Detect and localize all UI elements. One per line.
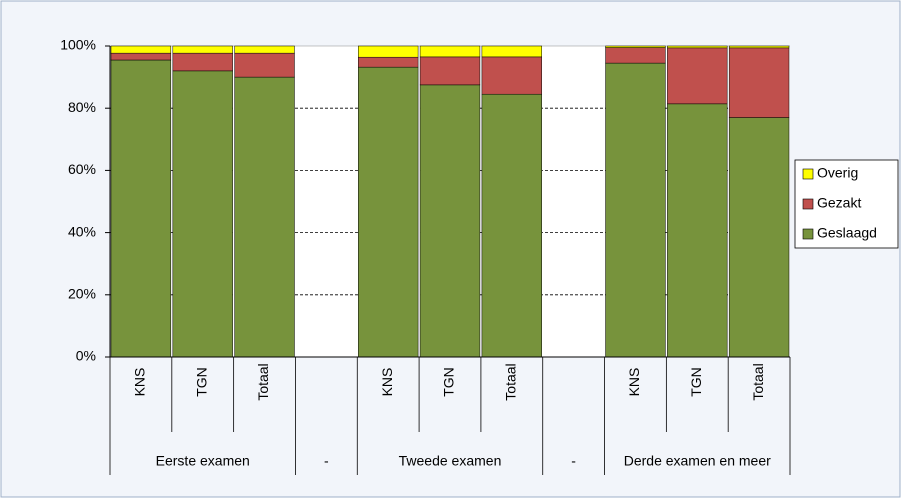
axes: 0% 20% 40% 60% 80% 100% KNS TGN Totaal KNS TGN Tota… bbox=[60, 37, 791, 475]
bar-segment bbox=[481, 45, 542, 58]
y-tick-label: 0% bbox=[76, 348, 96, 364]
y-tick-label: 40% bbox=[68, 223, 96, 239]
bars bbox=[110, 45, 790, 358]
bar-segment bbox=[667, 45, 728, 49]
bar-segment bbox=[172, 70, 233, 358]
bar-segment bbox=[110, 45, 172, 54]
x-tick-label: TGN bbox=[688, 367, 704, 397]
legend-label: Geslaagd bbox=[817, 225, 877, 241]
bar-segment bbox=[234, 45, 295, 54]
bar-segment bbox=[667, 103, 728, 358]
bar-segment bbox=[728, 45, 790, 49]
legend-label: Gezakt bbox=[817, 195, 861, 211]
x-tick-label: Totaal bbox=[255, 363, 271, 400]
bar-segment bbox=[728, 47, 790, 118]
x-tick-label: TGN bbox=[441, 367, 457, 397]
bar-segment bbox=[481, 93, 542, 358]
x-tick-label: KNS bbox=[626, 368, 642, 397]
group-label: - bbox=[571, 453, 576, 469]
bar-segment bbox=[172, 45, 233, 54]
bar-segment bbox=[358, 45, 419, 58]
bar-segment bbox=[172, 52, 233, 72]
bar-segment bbox=[728, 117, 790, 358]
x-tick-label: Totaal bbox=[750, 363, 766, 400]
bar-segment bbox=[667, 47, 728, 105]
bar-segment bbox=[358, 56, 419, 68]
x-tick-label: KNS bbox=[379, 368, 395, 397]
y-tick-label: 20% bbox=[68, 286, 96, 302]
y-tick-label: 100% bbox=[60, 37, 96, 53]
y-tick-label: 80% bbox=[68, 99, 96, 115]
legend: Overig Gezakt Geslaagd bbox=[802, 165, 877, 241]
group-label: Eerste examen bbox=[156, 453, 250, 469]
x-tick-label: TGN bbox=[193, 367, 209, 397]
bar-segment bbox=[419, 84, 481, 358]
legend-swatch bbox=[802, 228, 814, 240]
legend-swatch bbox=[802, 168, 814, 180]
bar-segment bbox=[419, 45, 481, 58]
bar-segment bbox=[481, 56, 542, 95]
group-label: - bbox=[324, 453, 329, 469]
legend-label: Overig bbox=[817, 165, 858, 181]
bar-segment bbox=[419, 56, 481, 86]
bar-segment bbox=[605, 45, 666, 48]
x-tick-label: KNS bbox=[132, 368, 148, 397]
group-label: Tweede examen bbox=[399, 453, 502, 469]
bar-segment bbox=[234, 52, 295, 78]
legend-swatch bbox=[802, 198, 814, 210]
bar-segment bbox=[234, 76, 295, 358]
y-tick-label: 60% bbox=[68, 161, 96, 177]
group-label: Derde examen en meer bbox=[624, 453, 771, 469]
bar-segment bbox=[110, 59, 172, 358]
bar-segment bbox=[110, 52, 172, 61]
bar-segment bbox=[358, 66, 419, 358]
x-tick-label: Totaal bbox=[503, 363, 519, 400]
bar-segment bbox=[605, 47, 666, 64]
bar-segment bbox=[605, 62, 666, 358]
